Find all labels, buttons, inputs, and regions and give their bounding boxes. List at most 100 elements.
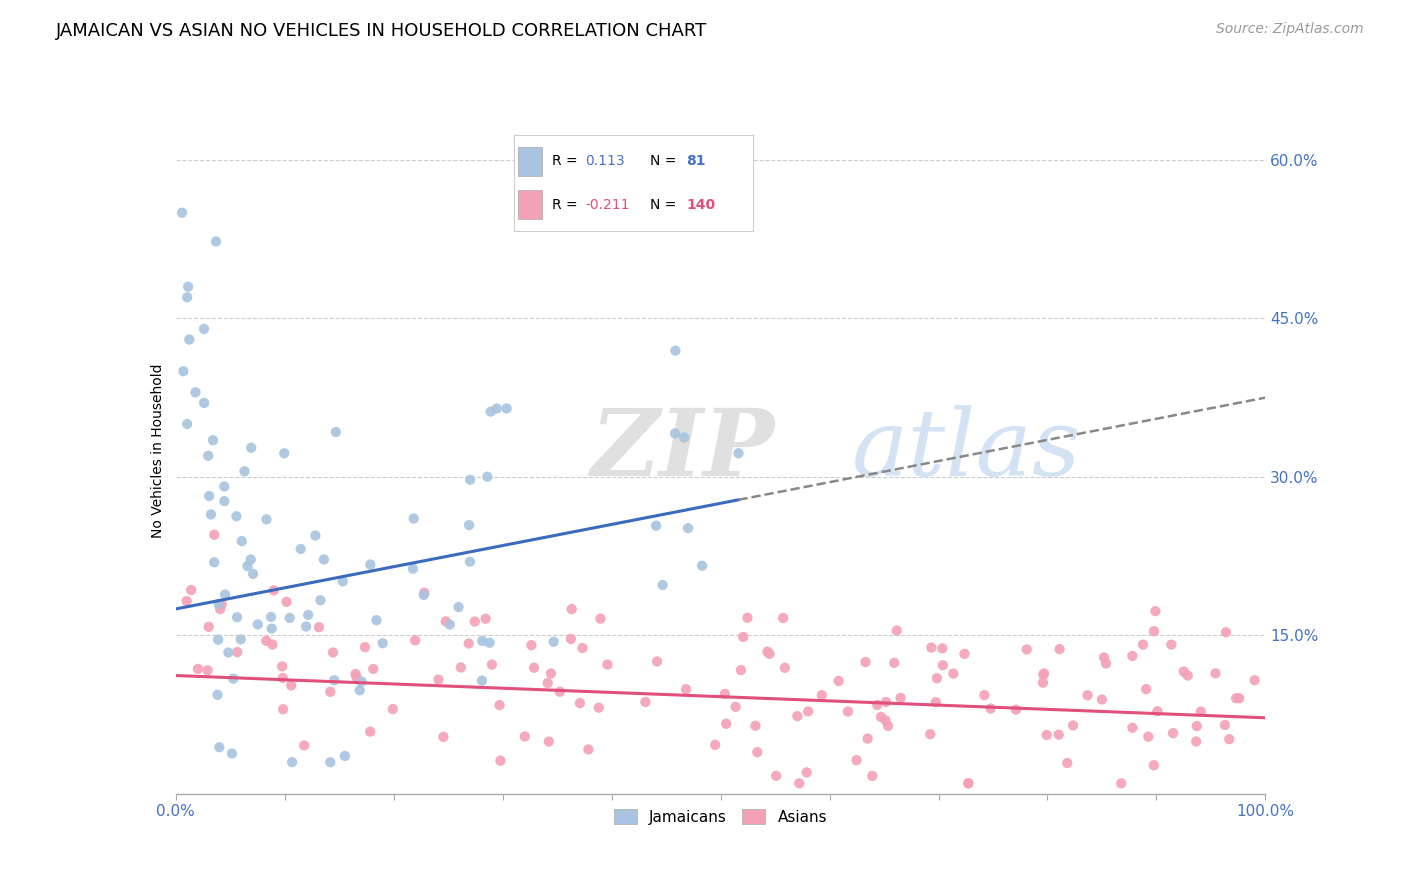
Point (714, 687, 737, 701)
Point (925, 671, 948, 685)
Point (439, 617, 461, 632)
Point (1035, 728, 1057, 742)
Point (222, 672, 245, 686)
Point (560, 632, 582, 646)
Point (209, 602, 232, 616)
Point (786, 709, 808, 723)
Point (434, 615, 457, 629)
Point (200, 508, 222, 522)
Point (1160, 638, 1182, 652)
Point (727, 446, 749, 460)
Point (523, 661, 546, 675)
Point (588, 700, 610, 714)
Point (211, 597, 233, 611)
Point (271, 659, 294, 673)
Text: R =: R = (553, 198, 578, 211)
Point (207, 597, 229, 611)
Point (543, 634, 565, 648)
Point (427, 673, 450, 687)
Point (1144, 604, 1167, 618)
Point (1121, 721, 1143, 735)
Point (561, 602, 583, 616)
Point (271, 671, 294, 685)
Point (676, 521, 699, 535)
Point (690, 558, 713, 573)
Point (932, 658, 955, 673)
Point (246, 617, 269, 632)
Point (481, 657, 503, 672)
Point (773, 661, 796, 675)
Point (207, 688, 229, 702)
Point (1015, 642, 1038, 657)
Point (925, 695, 948, 709)
Point (187, 662, 209, 676)
Point (485, 401, 508, 416)
Point (537, 676, 560, 690)
Point (756, 645, 779, 659)
Point (260, 610, 283, 624)
Point (226, 610, 249, 624)
Point (226, 645, 249, 659)
Point (883, 656, 905, 670)
Point (675, 682, 697, 697)
Point (980, 701, 1002, 715)
Point (262, 638, 284, 652)
Point (346, 670, 368, 684)
Point (458, 518, 481, 533)
Point (201, 434, 224, 448)
Text: ZIP: ZIP (591, 406, 775, 495)
Point (953, 647, 976, 661)
Point (537, 734, 560, 748)
Point (1049, 642, 1071, 657)
Point (787, 776, 810, 790)
Point (845, 753, 868, 767)
Point (217, 645, 239, 659)
Point (730, 663, 752, 677)
Point (772, 611, 794, 625)
Point (1121, 648, 1143, 663)
Point (308, 620, 330, 634)
Point (359, 724, 381, 739)
Point (254, 633, 277, 648)
Point (1135, 682, 1157, 697)
Point (1032, 667, 1054, 681)
Point (319, 755, 342, 769)
Point (1146, 704, 1168, 718)
Point (957, 776, 980, 790)
Point (240, 441, 263, 455)
Point (765, 769, 787, 783)
Point (1062, 718, 1084, 732)
FancyBboxPatch shape (519, 147, 543, 176)
Point (242, 566, 264, 581)
Point (180, 582, 202, 597)
Point (295, 619, 318, 633)
Point (412, 588, 434, 602)
Point (810, 688, 832, 702)
Point (1204, 666, 1226, 681)
Point (1225, 691, 1247, 706)
Point (197, 620, 219, 634)
Point (714, 716, 737, 731)
Point (576, 742, 599, 756)
Point (273, 446, 295, 460)
Point (866, 698, 889, 712)
Point (890, 690, 912, 705)
Point (1077, 688, 1099, 702)
Point (471, 634, 494, 648)
Point (304, 528, 326, 542)
Point (664, 343, 686, 358)
Point (332, 574, 354, 589)
Point (704, 738, 727, 752)
Point (856, 731, 879, 746)
Point (875, 714, 897, 728)
Point (1213, 718, 1236, 732)
Point (292, 739, 315, 753)
Point (176, 290, 198, 304)
Point (1143, 624, 1166, 639)
Point (231, 534, 253, 549)
Point (214, 494, 236, 508)
Point (290, 541, 312, 556)
Point (179, 333, 201, 347)
FancyBboxPatch shape (519, 190, 543, 219)
Point (208, 740, 231, 755)
